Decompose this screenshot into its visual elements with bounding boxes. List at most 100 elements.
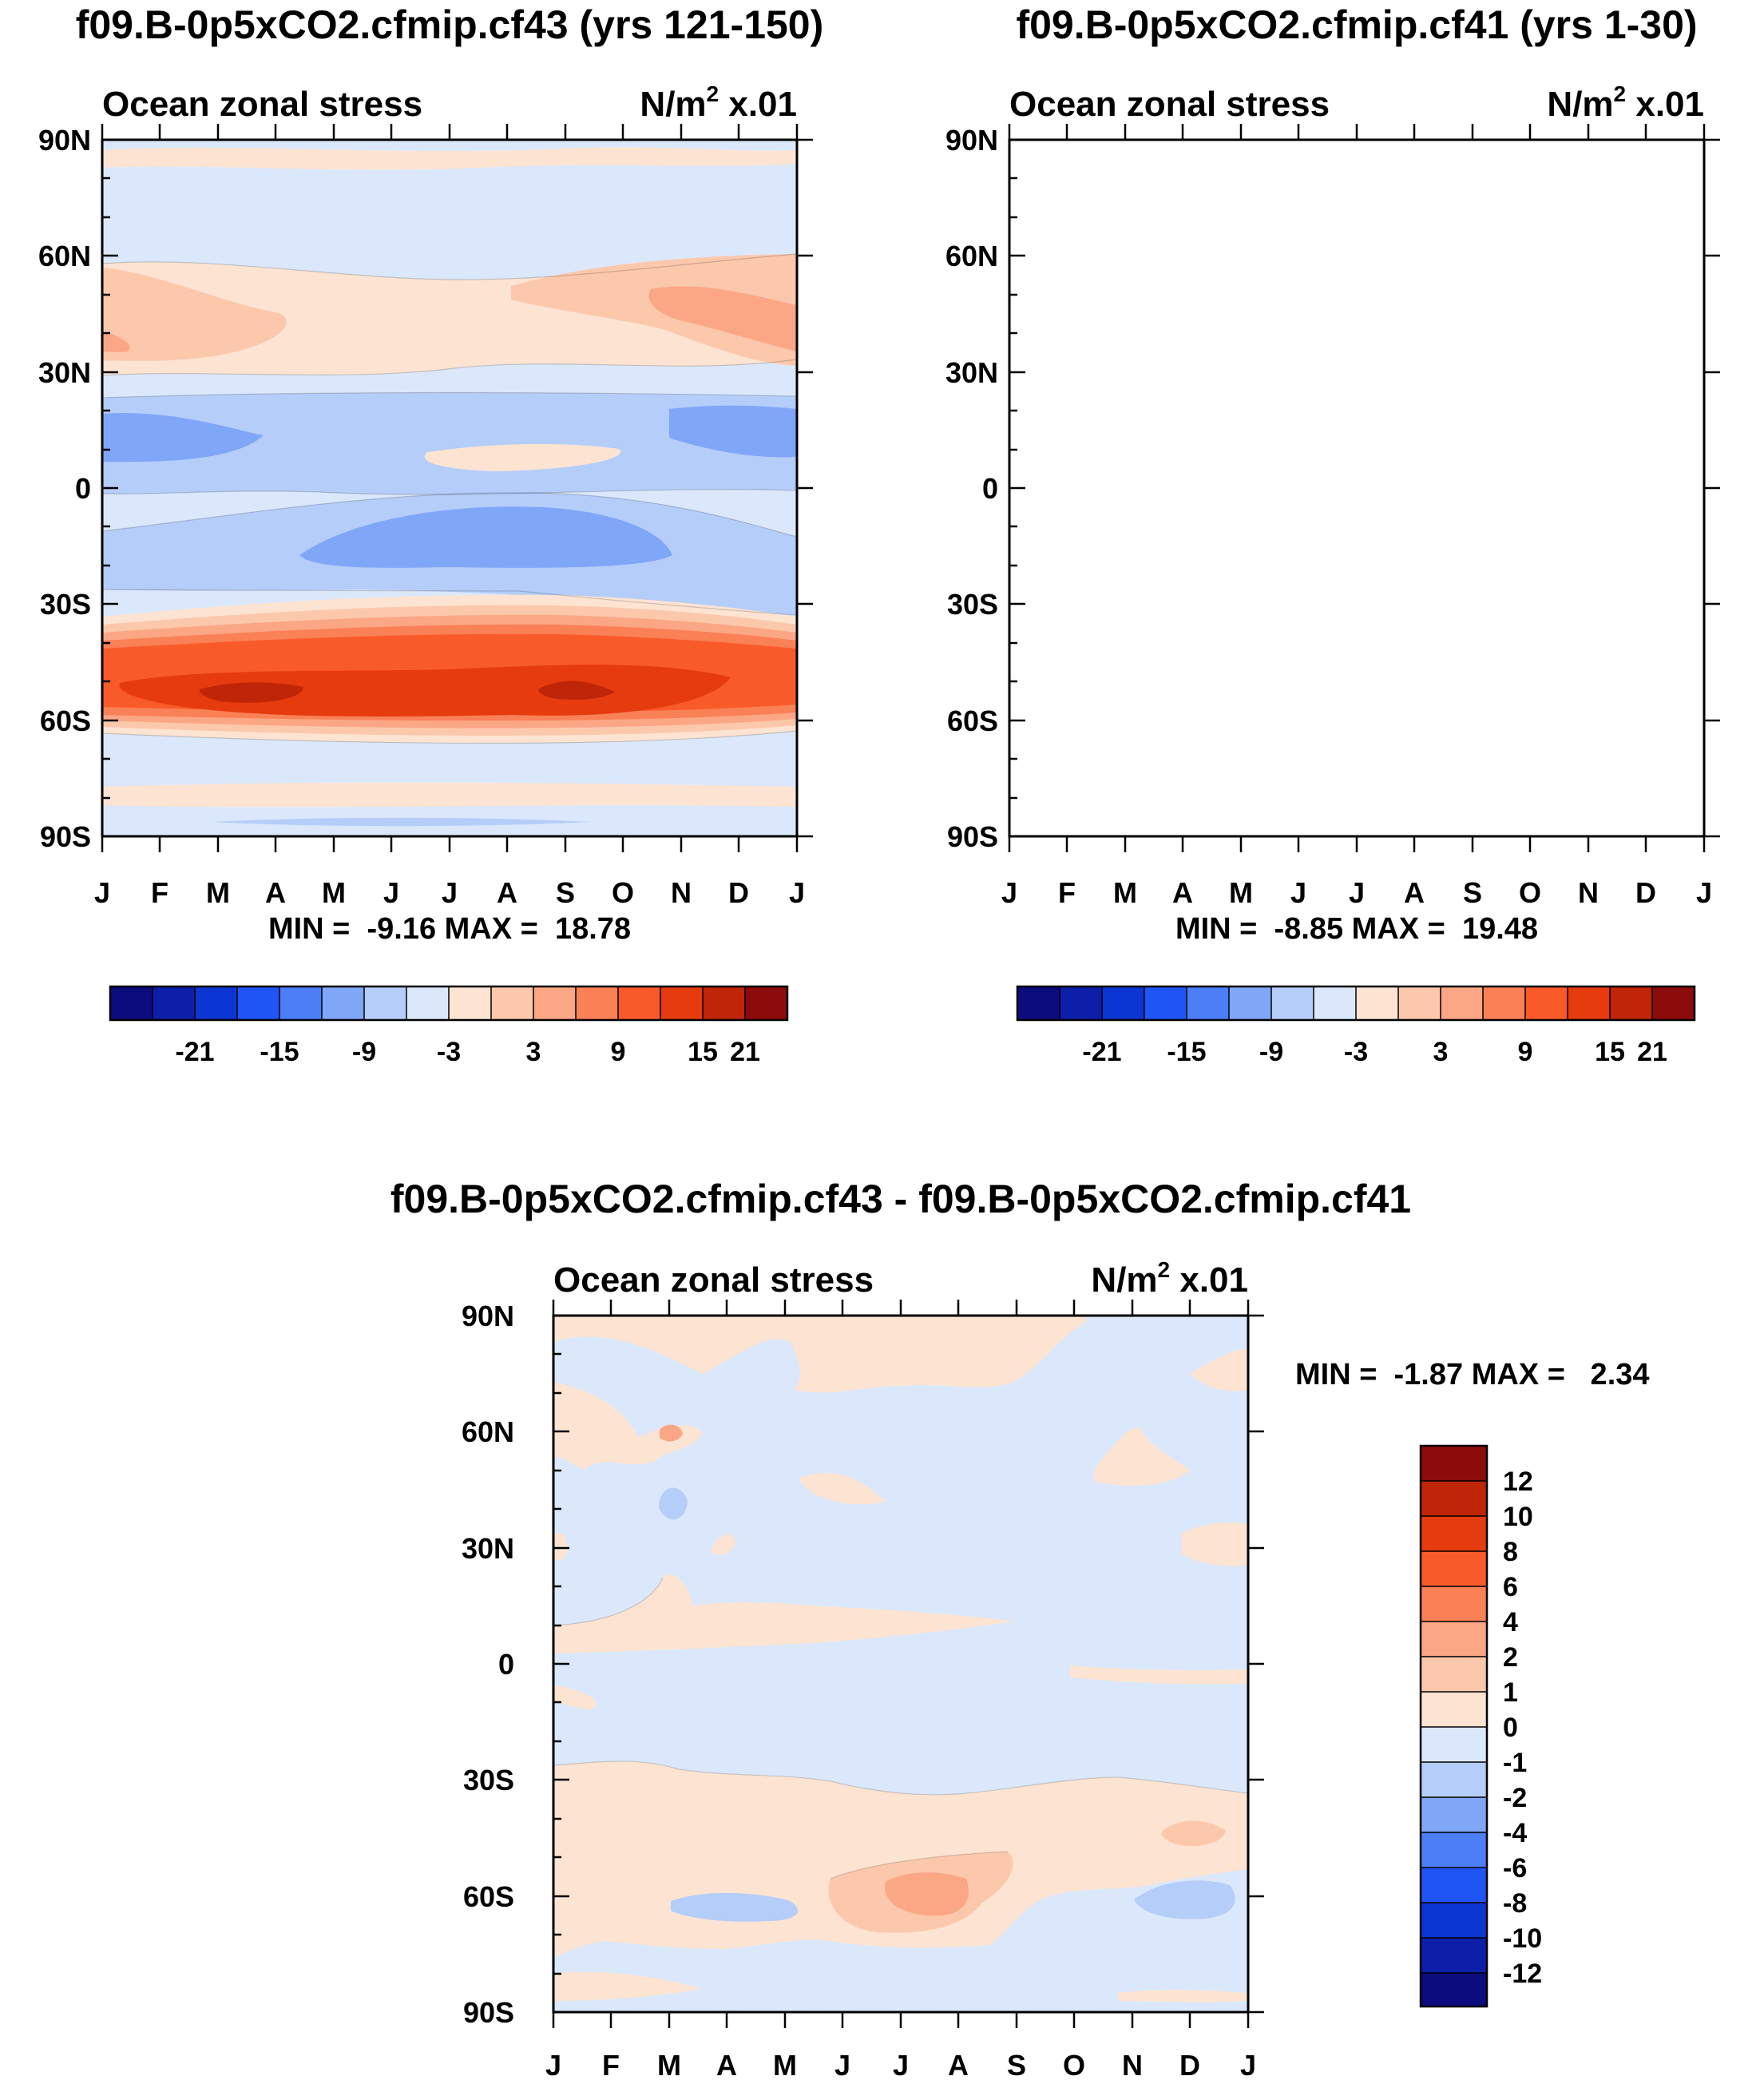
colorbar-label: 9 <box>611 1037 626 1067</box>
colorbar-label: -9 <box>352 1037 376 1067</box>
x-tick-label: J <box>1240 2049 1256 2080</box>
contour-band <box>1009 593 1704 745</box>
min-max-label: MIN = -1.87 MAX = 2.34 <box>1295 1358 1650 1391</box>
y-tick-label: 90S <box>463 1996 514 2029</box>
units-suffix: x.01 <box>1170 1260 1248 1300</box>
contour-band <box>1118 1990 1248 2003</box>
colorbar-box <box>1017 986 1060 1020</box>
colorbar-box <box>1102 986 1144 1020</box>
y-tick-label: 0 <box>75 472 91 505</box>
contour-lines <box>1009 252 1704 745</box>
colorbar-box <box>1421 1938 1487 1973</box>
colorbar-box <box>1060 986 1102 1020</box>
colorbar-box <box>1421 1551 1487 1586</box>
y-tick-label: 0 <box>982 472 998 505</box>
contour-band <box>102 147 797 170</box>
contour-band <box>1134 1880 1235 1919</box>
colorbar-label: -2 <box>1503 1783 1527 1813</box>
units-base: N/m <box>640 85 706 124</box>
colorbar-box <box>279 986 322 1020</box>
contour-band <box>1215 509 1580 569</box>
colorbar-label: 15 <box>688 1037 718 1067</box>
x-tick-label: M <box>322 876 346 909</box>
min-max-label: MIN = -9.16 MAX = 18.78 <box>268 912 631 946</box>
contour-band <box>1559 287 1704 353</box>
x-tick-label: J <box>789 876 805 909</box>
colorbar-boxes <box>1421 1446 1487 2007</box>
contour-band <box>424 443 621 471</box>
colorbar-label: -12 <box>1503 1959 1542 1989</box>
x-tick-label: N <box>1122 2049 1143 2080</box>
x-tick-label: M <box>206 876 230 909</box>
x-tick-label: S <box>1007 2049 1026 2080</box>
x-tick-marks <box>1008 124 1706 852</box>
y-tick-label: 60S <box>463 1880 514 1913</box>
y-tick-label: 30N <box>945 356 998 389</box>
contour-lines <box>553 1577 1248 1880</box>
colorbar-box <box>1421 1516 1487 1551</box>
x-tick-labels: J F M A M J J A S O N D J <box>1001 876 1712 909</box>
x-tick-label: J <box>1290 876 1306 909</box>
x-tick-labels: J F M A M J J A S O N D J <box>545 2049 1256 2080</box>
contour-band <box>648 286 797 351</box>
y-tick-label: 30N <box>462 1532 514 1565</box>
colorbar-box <box>1356 986 1398 1020</box>
x-tick-label: J <box>94 876 110 909</box>
x-tick-label: J <box>545 2049 561 2080</box>
x-tick-label: A <box>716 2049 737 2080</box>
y-tick-label: 90N <box>462 1300 514 1332</box>
colorbar-box <box>1421 1586 1487 1622</box>
colorbar-label: -21 <box>1082 1037 1121 1067</box>
y-tick-label: 60N <box>945 240 998 272</box>
colorbar-label: -15 <box>260 1037 299 1067</box>
y-tick-label: 0 <box>498 1648 514 1681</box>
units-sup: 2 <box>1158 1257 1171 1282</box>
contour-band <box>538 681 615 700</box>
y-tick-labels: 90N 60N 30N 0 30S 60S 90S <box>462 1300 514 2029</box>
colorbar-label: 9 <box>1518 1037 1533 1067</box>
colorbar-labels: -21 -15 -9 -3 3 9 15 21 <box>1082 1037 1667 1067</box>
colorbar-label: 21 <box>1637 1037 1667 1067</box>
contour-band <box>102 268 287 361</box>
contour-field <box>1009 140 1704 836</box>
x-tick-label: F <box>151 876 168 909</box>
x-tick-label: F <box>602 2049 620 2080</box>
panel-title: f09.B-0p5xCO2.cfmip.cf41 (yrs 1-30) <box>1016 2 1697 47</box>
contour-band <box>299 506 672 568</box>
y-tick-marks <box>1009 138 1720 838</box>
x-tick-marks <box>552 1300 1250 2028</box>
units-label: N/m2 x.01 <box>1547 81 1704 124</box>
colorbar-box <box>1271 986 1314 1020</box>
panel-cf43: f09.B-0p5xCO2.cfmip.cf43 (yrs 121-150) O… <box>38 2 823 1067</box>
units-label: N/m2 x.01 <box>640 81 797 124</box>
contour-band <box>711 1534 735 1555</box>
contour-band <box>102 331 130 352</box>
contour-band <box>1119 818 1496 827</box>
colorbar-vertical: 12 10 8 6 4 2 1 0 -1 -2 -4 -6 -8 -10 -12 <box>1419 1444 1542 2008</box>
y-tick-marks <box>102 138 813 838</box>
colorbar-box <box>153 986 195 1020</box>
x-tick-label: O <box>1519 876 1541 909</box>
x-tick-label: J <box>1349 876 1365 909</box>
colorbar-box <box>1421 1973 1487 2007</box>
contour-band <box>199 682 303 703</box>
x-tick-labels: J F M A M J J A S O N D J <box>94 876 805 909</box>
colorbar-box <box>1421 1692 1487 1727</box>
contour-band <box>1426 251 1704 367</box>
y-tick-label: 30S <box>463 1764 514 1796</box>
colorbar-box <box>1421 1481 1487 1516</box>
min-max-label: MIN = -8.85 MAX = 19.48 <box>1175 912 1538 946</box>
contour-band <box>1009 264 1202 363</box>
contour-band <box>102 413 264 462</box>
colorbar-separators <box>152 986 746 1020</box>
panel-title: f09.B-0p5xCO2.cfmip.cf43 - f09.B-0p5xCO2… <box>390 1177 1411 1221</box>
contour-band <box>671 1892 798 1922</box>
contour-band <box>1161 1820 1226 1847</box>
contour-field <box>102 140 797 836</box>
x-tick-label: A <box>497 876 517 909</box>
x-tick-label: A <box>1404 876 1425 909</box>
colorbar-boxes <box>1017 986 1695 1020</box>
colorbar-label: 6 <box>1503 1572 1518 1602</box>
contour-band <box>553 1971 703 2001</box>
